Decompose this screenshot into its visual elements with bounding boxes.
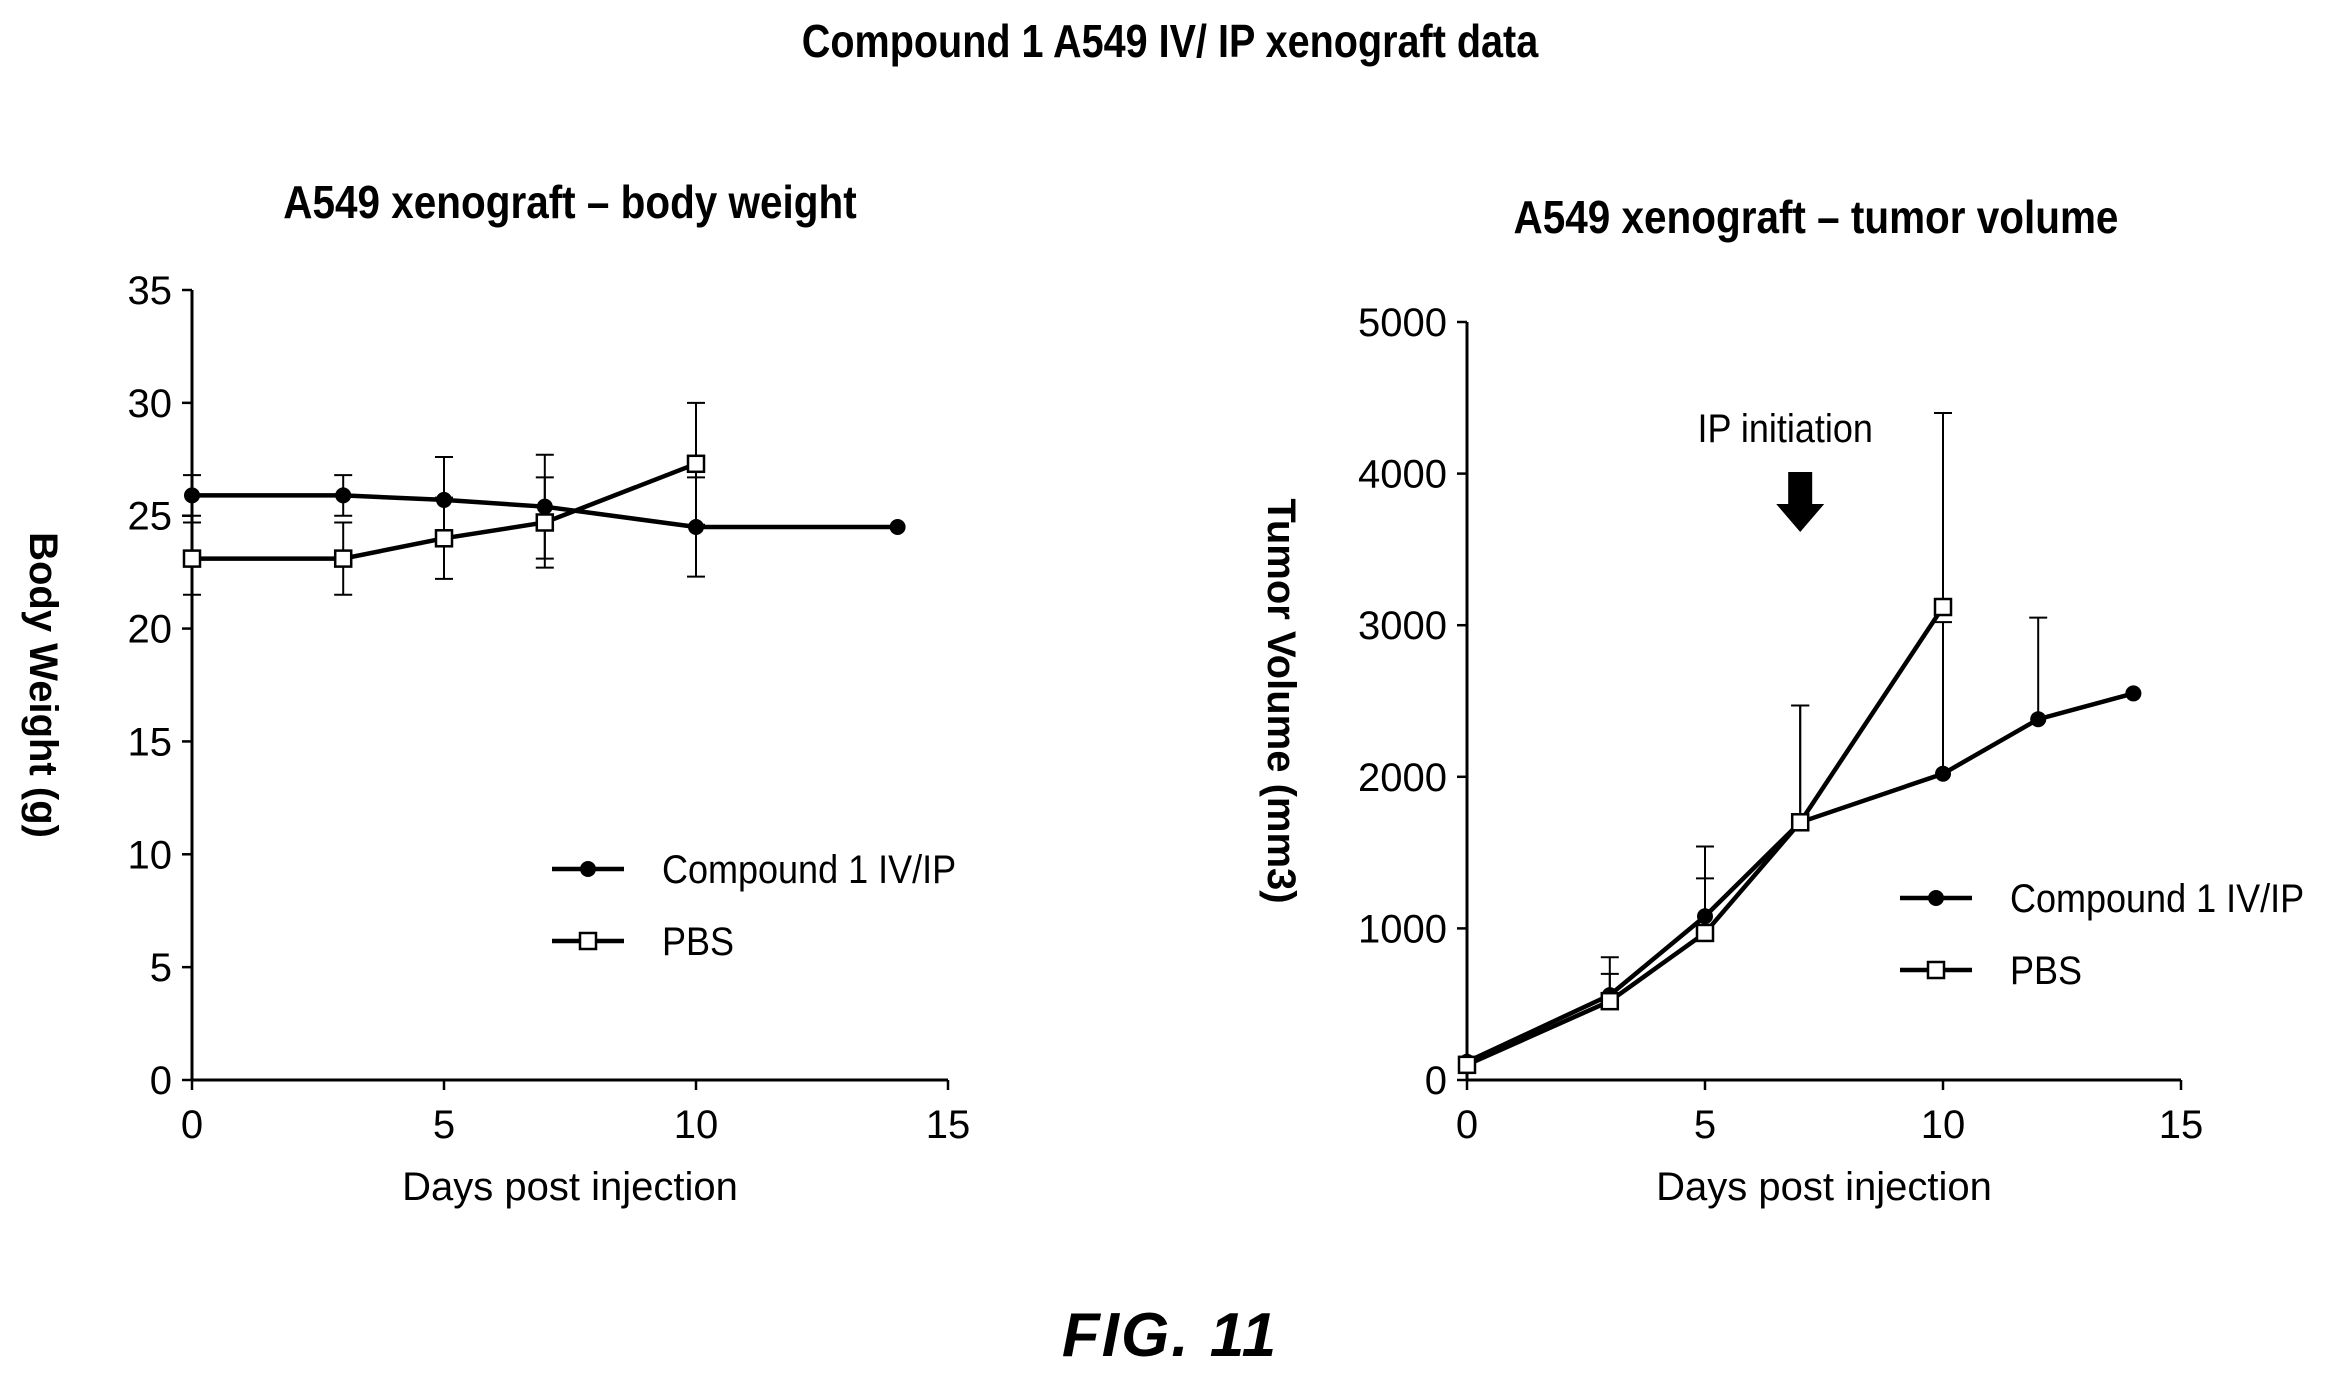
legend-marker-square bbox=[578, 931, 598, 951]
y-tick-label: 5000 bbox=[1358, 301, 1447, 345]
x-tick-label: 5 bbox=[433, 1103, 455, 1147]
y-tick-label: 15 bbox=[128, 720, 173, 764]
y-tick-label: 5 bbox=[150, 946, 172, 990]
y-tick-label: 30 bbox=[128, 382, 173, 426]
data-point-circle bbox=[2030, 711, 2047, 728]
x-tick-label: 0 bbox=[1456, 1103, 1478, 1147]
data-point-circle bbox=[1935, 765, 1951, 782]
data-point-circle bbox=[1697, 908, 1713, 925]
data-point-square bbox=[1695, 923, 1715, 943]
x-axis-label: Days post injection bbox=[402, 1165, 738, 1209]
y-tick-label: 3000 bbox=[1358, 604, 1447, 648]
y-tick-label: 35 bbox=[128, 269, 173, 313]
y-tick-label: 0 bbox=[150, 1059, 172, 1103]
x-axis-label: Days post injection bbox=[1656, 1165, 1992, 1209]
data-point-square bbox=[535, 513, 555, 532]
y-axis-label: Tumor Volume (mm3) bbox=[1259, 498, 1303, 903]
x-tick-label: 10 bbox=[674, 1103, 719, 1147]
data-point-circle bbox=[2125, 685, 2142, 702]
y-axis-label: Body Weight (g) bbox=[21, 532, 65, 838]
x-tick-label: 10 bbox=[1921, 1103, 1966, 1147]
data-point-circle bbox=[536, 498, 553, 515]
x-tick-label: 15 bbox=[926, 1103, 971, 1147]
chart-title: A549 xenograft – body weight bbox=[283, 178, 856, 229]
legend-marker-circle bbox=[580, 861, 596, 877]
annotation-label: IP initiation bbox=[1697, 407, 1872, 451]
data-point-square bbox=[182, 549, 202, 568]
y-tick-label: 2000 bbox=[1358, 756, 1447, 800]
y-tick-label: 20 bbox=[128, 608, 173, 652]
x-tick-label: 5 bbox=[1694, 1103, 1716, 1147]
legend-label: PBS bbox=[2010, 949, 2082, 993]
series-line-2 bbox=[1466, 605, 1945, 1067]
data-point-square bbox=[1457, 1055, 1477, 1075]
data-point-square bbox=[686, 454, 706, 474]
data-point-square bbox=[1933, 597, 1953, 617]
chart-title: A549 xenograft – tumor volume bbox=[1514, 193, 2119, 244]
data-point-square bbox=[434, 529, 454, 548]
legend-label: Compound 1 IV/IP bbox=[2010, 877, 2304, 921]
y-tick-label: 10 bbox=[128, 833, 173, 877]
legend-label: PBS bbox=[662, 920, 734, 964]
y-tick-label: 25 bbox=[128, 495, 173, 539]
data-point-circle bbox=[436, 491, 452, 508]
data-point-circle bbox=[184, 487, 200, 504]
data-point-circle bbox=[335, 487, 352, 504]
y-tick-label: 0 bbox=[1425, 1059, 1447, 1103]
down-arrow-icon bbox=[1776, 472, 1825, 532]
x-tick-label: 0 bbox=[181, 1103, 203, 1147]
data-point-circle bbox=[889, 519, 906, 535]
x-tick-label: 15 bbox=[2159, 1103, 2204, 1147]
legend-label: Compound 1 IV/IP bbox=[662, 848, 956, 892]
data-point-circle bbox=[688, 519, 704, 535]
legend-marker-square bbox=[1926, 960, 1946, 980]
data-point-square bbox=[333, 549, 353, 568]
data-point-square bbox=[1600, 991, 1620, 1011]
figure-caption: FIG. 11 bbox=[1061, 1301, 1279, 1370]
figure-title: Compound 1 A549 IV/ IP xenograft data bbox=[801, 15, 1539, 67]
data-point-square bbox=[1790, 813, 1810, 832]
legend-marker-circle bbox=[1928, 890, 1944, 906]
y-tick-label: 4000 bbox=[1358, 453, 1447, 497]
y-tick-label: 1000 bbox=[1358, 907, 1447, 951]
series-line-1 bbox=[192, 493, 898, 530]
